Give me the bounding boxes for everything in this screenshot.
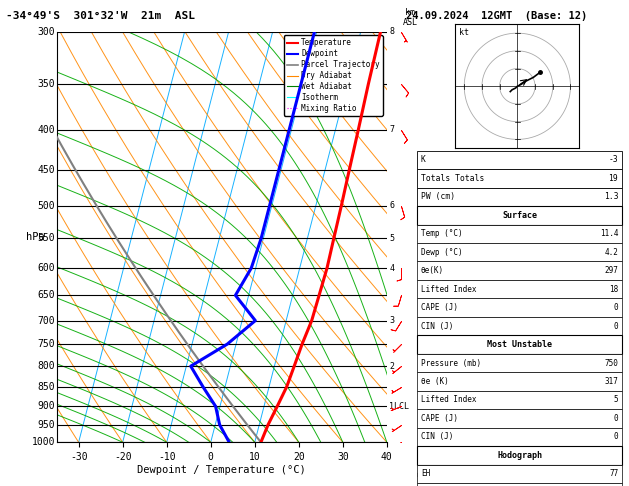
Text: Mixing Ratio (g/kg): Mixing Ratio (g/kg) <box>443 190 452 284</box>
Text: 1.3: 1.3 <box>604 192 618 201</box>
Text: 297: 297 <box>604 266 618 275</box>
Text: CIN (J): CIN (J) <box>421 433 453 441</box>
Text: CAPE (J): CAPE (J) <box>421 303 458 312</box>
Text: Hodograph: Hodograph <box>497 451 542 460</box>
Text: EH: EH <box>421 469 430 478</box>
Text: 0: 0 <box>614 303 618 312</box>
Text: Most Unstable: Most Unstable <box>487 340 552 349</box>
Text: 4.2: 4.2 <box>604 248 618 257</box>
Text: 317: 317 <box>604 377 618 386</box>
Text: Lifted Index: Lifted Index <box>421 396 476 404</box>
Text: km
ASL: km ASL <box>403 8 418 28</box>
Text: 19: 19 <box>608 174 618 183</box>
Legend: Temperature, Dewpoint, Parcel Trajectory, Dry Adiabat, Wet Adiabat, Isotherm, Mi: Temperature, Dewpoint, Parcel Trajectory… <box>284 35 383 116</box>
Text: 950: 950 <box>38 420 55 430</box>
Text: 11.4: 11.4 <box>600 229 618 238</box>
Text: © weatheronline.co.uk: © weatheronline.co.uk <box>417 471 514 480</box>
Text: 2: 2 <box>389 362 394 371</box>
Text: 0: 0 <box>614 414 618 423</box>
Text: Lifted Index: Lifted Index <box>421 285 476 294</box>
Text: -3: -3 <box>608 156 618 164</box>
Text: kt: kt <box>459 28 469 37</box>
Text: 4: 4 <box>389 263 394 273</box>
Text: Totals Totals: Totals Totals <box>421 174 484 183</box>
Text: hPa: hPa <box>26 232 45 242</box>
Text: 0: 0 <box>614 433 618 441</box>
Text: 600: 600 <box>38 263 55 273</box>
Text: Surface: Surface <box>502 211 537 220</box>
Text: 8: 8 <box>389 27 394 36</box>
Text: 0: 0 <box>614 322 618 330</box>
Text: 800: 800 <box>38 361 55 371</box>
Text: 450: 450 <box>38 165 55 175</box>
Text: Pressure (mb): Pressure (mb) <box>421 359 481 367</box>
Text: 550: 550 <box>38 233 55 243</box>
Text: 400: 400 <box>38 125 55 135</box>
Text: CAPE (J): CAPE (J) <box>421 414 458 423</box>
Text: 5: 5 <box>389 234 394 243</box>
Text: 7: 7 <box>389 125 394 134</box>
Text: 700: 700 <box>38 315 55 326</box>
Text: 350: 350 <box>38 79 55 89</box>
Text: 750: 750 <box>38 339 55 349</box>
Text: 300: 300 <box>38 27 55 36</box>
Text: 77: 77 <box>609 469 618 478</box>
Text: 650: 650 <box>38 290 55 300</box>
Text: 900: 900 <box>38 401 55 411</box>
Text: 500: 500 <box>38 201 55 211</box>
Text: θe(K): θe(K) <box>421 266 444 275</box>
Text: K: K <box>421 156 426 164</box>
Text: -34°49'S  301°32'W  21m  ASL: -34°49'S 301°32'W 21m ASL <box>6 11 195 21</box>
Text: 850: 850 <box>38 382 55 392</box>
Text: 1000: 1000 <box>32 437 55 447</box>
Text: 1LCL: 1LCL <box>389 402 409 411</box>
Text: 5: 5 <box>614 396 618 404</box>
Text: 3: 3 <box>389 316 394 325</box>
Text: θe (K): θe (K) <box>421 377 448 386</box>
Text: 6: 6 <box>389 201 394 210</box>
Text: Temp (°C): Temp (°C) <box>421 229 462 238</box>
X-axis label: Dewpoint / Temperature (°C): Dewpoint / Temperature (°C) <box>137 465 306 475</box>
Text: 750: 750 <box>604 359 618 367</box>
Text: Dewp (°C): Dewp (°C) <box>421 248 462 257</box>
Text: 18: 18 <box>609 285 618 294</box>
Text: CIN (J): CIN (J) <box>421 322 453 330</box>
Text: PW (cm): PW (cm) <box>421 192 455 201</box>
Text: 24.09.2024  12GMT  (Base: 12): 24.09.2024 12GMT (Base: 12) <box>406 11 587 21</box>
